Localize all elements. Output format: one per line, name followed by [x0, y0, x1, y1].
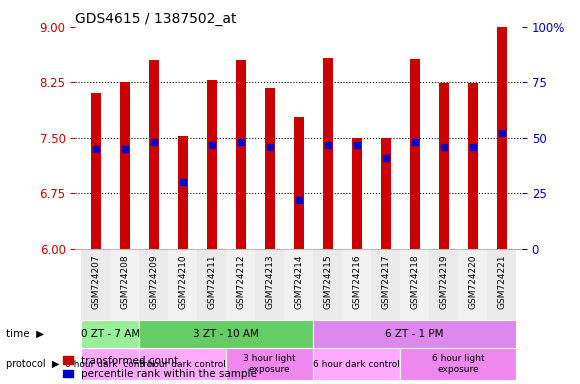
- Bar: [322, 58, 333, 249]
- Text: GSM724211: GSM724211: [207, 255, 216, 309]
- Bar: [409, 59, 420, 249]
- Bar: [255, 249, 284, 319]
- Bar: [371, 249, 400, 319]
- Bar: [119, 83, 130, 249]
- Text: GSM724221: GSM724221: [497, 255, 506, 309]
- Bar: [226, 249, 255, 319]
- Bar: [313, 249, 342, 319]
- Text: GSM724209: GSM724209: [149, 255, 158, 309]
- Text: 3 hour light
exposure: 3 hour light exposure: [244, 354, 296, 374]
- Text: GSM724215: GSM724215: [323, 255, 332, 309]
- Bar: [487, 249, 516, 319]
- Text: 0 hour dark  control: 0 hour dark control: [66, 359, 155, 369]
- Bar: [438, 83, 449, 249]
- Text: GSM724210: GSM724210: [178, 255, 187, 309]
- Text: GSM724212: GSM724212: [236, 255, 245, 309]
- Bar: [168, 249, 197, 319]
- Bar: [235, 60, 246, 249]
- Text: GSM724214: GSM724214: [294, 255, 303, 309]
- Bar: [110, 249, 139, 319]
- Bar: [197, 249, 226, 319]
- Text: 6 hour light
exposure: 6 hour light exposure: [432, 354, 484, 374]
- Bar: [177, 136, 188, 249]
- Bar: [206, 80, 217, 249]
- Legend: transformed count, percentile rank within the sample: transformed count, percentile rank withi…: [63, 356, 257, 379]
- Bar: [139, 319, 313, 348]
- Text: protocol  ▶: protocol ▶: [6, 359, 59, 369]
- Text: GDS4615 / 1387502_at: GDS4615 / 1387502_at: [75, 12, 237, 26]
- Text: GSM724220: GSM724220: [468, 255, 477, 309]
- Bar: [81, 348, 139, 380]
- Bar: [400, 348, 516, 380]
- Bar: [351, 138, 362, 249]
- Bar: [226, 348, 313, 380]
- Bar: [429, 249, 458, 319]
- Bar: [284, 249, 313, 319]
- Bar: [458, 249, 487, 319]
- Text: 0 ZT - 7 AM: 0 ZT - 7 AM: [81, 329, 140, 339]
- Bar: [380, 138, 391, 249]
- Bar: [400, 249, 429, 319]
- Text: time  ▶: time ▶: [6, 329, 44, 339]
- Bar: [264, 88, 275, 249]
- Bar: [293, 117, 304, 249]
- Bar: [139, 249, 168, 319]
- Bar: [148, 60, 159, 249]
- Text: 3 ZT - 10 AM: 3 ZT - 10 AM: [193, 329, 259, 339]
- Text: 6 ZT - 1 PM: 6 ZT - 1 PM: [386, 329, 444, 339]
- Bar: [139, 348, 226, 380]
- Text: 6 hour dark control: 6 hour dark control: [313, 359, 400, 369]
- Text: GSM724217: GSM724217: [381, 255, 390, 309]
- Bar: [496, 27, 507, 249]
- Bar: [342, 249, 371, 319]
- Bar: [313, 319, 516, 348]
- Bar: [467, 83, 478, 249]
- Text: GSM724218: GSM724218: [410, 255, 419, 309]
- Text: GSM724219: GSM724219: [439, 255, 448, 309]
- Bar: [90, 93, 101, 249]
- Text: GSM724207: GSM724207: [91, 255, 100, 309]
- Bar: [81, 319, 139, 348]
- Bar: [81, 249, 110, 319]
- Text: 3 hour dark control: 3 hour dark control: [139, 359, 226, 369]
- Bar: [313, 348, 400, 380]
- Text: GSM724216: GSM724216: [352, 255, 361, 309]
- Text: GSM724213: GSM724213: [265, 255, 274, 309]
- Text: GSM724208: GSM724208: [120, 255, 129, 309]
